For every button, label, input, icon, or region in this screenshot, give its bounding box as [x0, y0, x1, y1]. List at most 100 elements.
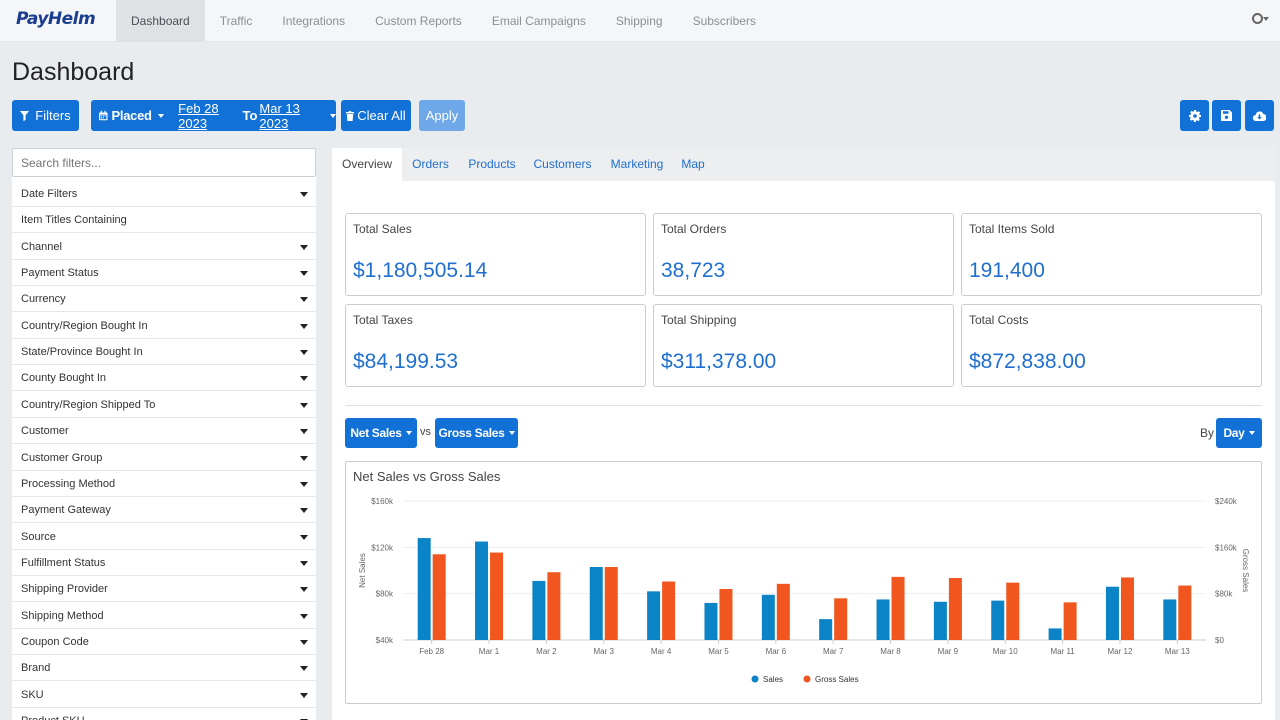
date-from-link[interactable]: Feb 28 2023	[178, 100, 219, 131]
caret-down-icon	[300, 534, 308, 540]
tab-orders[interactable]: Orders	[412, 157, 449, 171]
left-axis-title: Net Sales	[358, 553, 367, 588]
chart-title: Net Sales vs Gross Sales	[353, 469, 501, 484]
filter-item[interactable]: Channel	[12, 234, 316, 260]
filter-item[interactable]: Customer	[12, 418, 316, 445]
x-tick-label: Mar 9	[938, 647, 959, 656]
kpi-label: Total Costs	[969, 313, 1029, 327]
filter-item[interactable]: Shipping Provider	[12, 576, 316, 603]
tab-map[interactable]: Map	[681, 157, 705, 171]
nav-item-subscribers[interactable]: Subscribers	[692, 14, 756, 28]
settings-button[interactable]	[1180, 100, 1209, 131]
tab-products[interactable]: Products	[468, 157, 516, 171]
filter-label: Source	[21, 530, 56, 543]
x-tick-label: Mar 11	[1050, 647, 1075, 656]
filter-item[interactable]: Product SKU	[12, 708, 316, 720]
search-filters-input[interactable]	[12, 148, 316, 177]
filter-item[interactable]: SKU	[12, 682, 316, 708]
x-tick-label: Feb 28	[419, 647, 444, 656]
period-dropdown[interactable]: Day	[1216, 418, 1262, 448]
by-label: By	[1200, 426, 1215, 440]
nav-item-integrations[interactable]: Integrations	[282, 14, 346, 28]
right-tick-label: $0	[1215, 636, 1224, 645]
filter-label: Channel	[21, 240, 62, 253]
caret-down-icon	[300, 350, 308, 356]
filter-item[interactable]: County Bought In	[12, 365, 316, 392]
nav-item-dashboard[interactable]: Dashboard	[116, 0, 205, 42]
filter-label: Customer Group	[21, 451, 103, 464]
filter-item[interactable]: Shipping Method	[12, 603, 316, 629]
download-button[interactable]	[1245, 100, 1274, 131]
nav-item-traffic[interactable]: Traffic	[219, 14, 253, 28]
tab-overview[interactable]: Overview	[332, 148, 402, 181]
clear-all-button[interactable]: Clear All	[341, 100, 411, 131]
caret-down-icon	[300, 376, 308, 382]
chevron-down-icon	[330, 113, 336, 118]
sales-chart-card: Net Sales vs Gross Sales $40k $80k $120k $1…	[345, 461, 1262, 704]
filter-item[interactable]: Currency	[12, 286, 316, 313]
filter-label: Shipping Method	[21, 609, 104, 622]
caret-down-icon	[300, 666, 308, 672]
nav-item-custom-reports[interactable]: Custom Reports	[375, 14, 462, 28]
nav-item-email-campaigns[interactable]: Email Campaigns	[491, 14, 586, 28]
cloud-download-icon	[1253, 110, 1266, 121]
kpi-card-total-taxes: Total Taxes $84,199.53	[345, 304, 646, 387]
caret-down-icon	[300, 560, 308, 566]
bar-sales	[1048, 628, 1062, 640]
filter-item[interactable]: Source	[12, 524, 316, 550]
bar-gross-sales	[547, 572, 561, 640]
filter-item[interactable]: Date Filters	[12, 181, 316, 207]
kpi-label: Total Items Sold	[969, 222, 1055, 236]
caret-down-icon	[300, 429, 308, 435]
bar-gross-sales	[776, 583, 790, 640]
bar-gross-sales	[1178, 585, 1192, 640]
bar-sales	[761, 594, 775, 640]
filter-item[interactable]: Payment Gateway	[12, 497, 316, 524]
filter-item[interactable]: Country/Region Bought In	[12, 313, 316, 339]
filter-item[interactable]: Customer Group	[12, 445, 316, 471]
filter-item[interactable]: Payment Status	[12, 260, 316, 287]
filter-item[interactable]: Fulfillment Status	[12, 550, 316, 576]
date-to-link[interactable]: Mar 13 2023	[259, 100, 300, 131]
date-type-label[interactable]: Placed	[111, 108, 152, 123]
bar-gross-sales	[1006, 582, 1020, 640]
bar-sales	[1163, 599, 1177, 640]
filters-button[interactable]: Filters	[12, 100, 79, 131]
date-range-button[interactable]: Placed Feb 28 2023 To Mar 13 2023	[91, 100, 336, 131]
tab-customers[interactable]: Customers	[533, 157, 592, 171]
x-tick-label: Mar 3	[594, 647, 615, 656]
nav-item-shipping[interactable]: Shipping	[615, 14, 663, 28]
filter-item[interactable]: Brand	[12, 655, 316, 682]
kpi-value: $311,378.00	[661, 350, 777, 373]
x-tick-label: Mar 1	[479, 647, 500, 656]
payhelm-logo[interactable]: PayHelm	[16, 9, 96, 29]
caret-down-icon	[300, 455, 308, 461]
save-button[interactable]	[1212, 100, 1241, 131]
filter-item[interactable]: Item Titles Containing	[12, 207, 316, 234]
kpi-label: Total Taxes	[353, 313, 413, 327]
right-tick-label: $160k	[1215, 543, 1238, 552]
x-tick-label: Mar 13	[1165, 647, 1190, 656]
tab-marketing[interactable]: Marketing	[610, 157, 664, 171]
x-tick-label: Mar 2	[536, 647, 557, 656]
filter-label: Coupon Code	[21, 635, 89, 648]
metric-a-dropdown[interactable]: Net Sales	[345, 418, 417, 448]
chevron-down-icon	[157, 113, 164, 118]
caret-down-icon	[300, 244, 308, 250]
kpi-value: $1,180,505.14	[353, 259, 488, 282]
bar-gross-sales	[891, 576, 905, 640]
filter-item[interactable]: State/Province Bought In	[12, 339, 316, 366]
user-account-icon[interactable]	[1251, 12, 1269, 28]
right-tick-label: $80k	[1215, 590, 1233, 599]
filter-item[interactable]: Country/Region Shipped To	[12, 392, 316, 418]
divider	[345, 405, 1262, 406]
filter-item[interactable]: Coupon Code	[12, 629, 316, 655]
metric-b-dropdown[interactable]: Gross Sales	[435, 418, 518, 448]
bar-sales	[532, 580, 546, 640]
bar-gross-sales	[432, 554, 446, 640]
kpi-value: 191,400	[969, 259, 1045, 282]
kpi-label: Total Sales	[353, 222, 412, 236]
date-to-label: To	[242, 108, 258, 123]
filter-item[interactable]: Processing Method	[12, 471, 316, 497]
apply-button[interactable]: Apply	[419, 100, 465, 131]
